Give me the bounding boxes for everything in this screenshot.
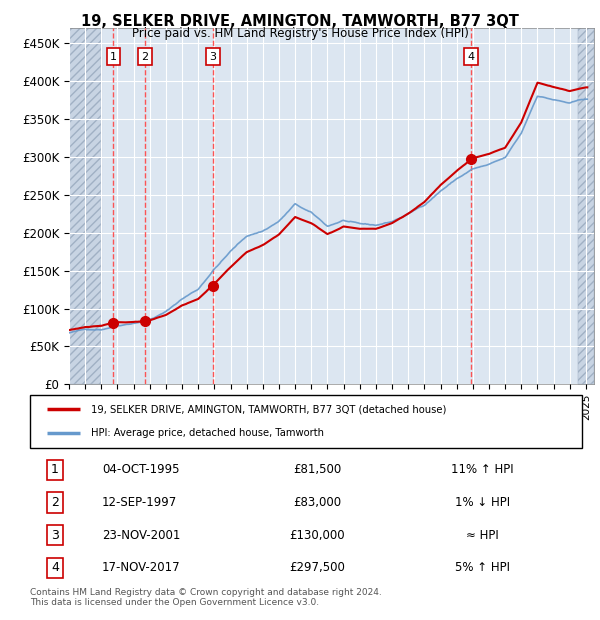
Text: £81,500: £81,500	[293, 463, 341, 476]
Text: 4: 4	[467, 51, 475, 62]
Text: Price paid vs. HM Land Registry's House Price Index (HPI): Price paid vs. HM Land Registry's House …	[131, 27, 469, 40]
Text: 19, SELKER DRIVE, AMINGTON, TAMWORTH, B77 3QT (detached house): 19, SELKER DRIVE, AMINGTON, TAMWORTH, B7…	[91, 404, 446, 414]
Text: 19, SELKER DRIVE, AMINGTON, TAMWORTH, B77 3QT: 19, SELKER DRIVE, AMINGTON, TAMWORTH, B7…	[81, 14, 519, 29]
Text: 1% ↓ HPI: 1% ↓ HPI	[455, 496, 510, 509]
Text: 3: 3	[51, 529, 59, 542]
Text: 2: 2	[51, 496, 59, 509]
Text: HPI: Average price, detached house, Tamworth: HPI: Average price, detached house, Tamw…	[91, 428, 324, 438]
Text: Contains HM Land Registry data © Crown copyright and database right 2024.
This d: Contains HM Land Registry data © Crown c…	[30, 588, 382, 607]
Text: 3: 3	[209, 51, 216, 62]
Text: 2: 2	[142, 51, 148, 62]
Text: £83,000: £83,000	[293, 496, 341, 509]
FancyBboxPatch shape	[30, 395, 582, 448]
Text: ≈ HPI: ≈ HPI	[466, 529, 499, 542]
Text: £130,000: £130,000	[289, 529, 345, 542]
Text: 23-NOV-2001: 23-NOV-2001	[102, 529, 180, 542]
Text: £297,500: £297,500	[289, 561, 345, 574]
Text: 1: 1	[110, 51, 117, 62]
Text: 17-NOV-2017: 17-NOV-2017	[102, 561, 181, 574]
Text: 04-OCT-1995: 04-OCT-1995	[102, 463, 179, 476]
Text: 5% ↑ HPI: 5% ↑ HPI	[455, 561, 510, 574]
Text: 4: 4	[51, 561, 59, 574]
Text: 11% ↑ HPI: 11% ↑ HPI	[451, 463, 514, 476]
Text: 12-SEP-1997: 12-SEP-1997	[102, 496, 177, 509]
Text: 1: 1	[51, 463, 59, 476]
